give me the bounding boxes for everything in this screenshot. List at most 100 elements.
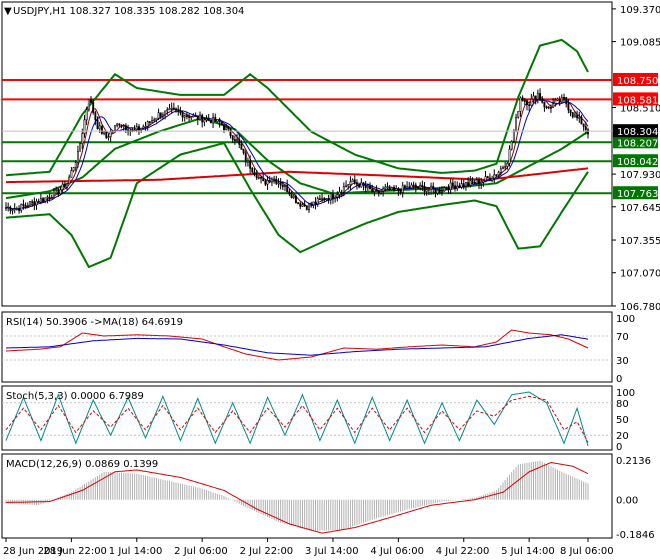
macd-panel-header: MACD(12,26,9) 0.0869 0.1399 [6,459,158,470]
candle-body [90,99,92,103]
candle-body [526,100,528,106]
candle-body [318,198,321,200]
candle-body [294,195,297,204]
candle-body [419,184,422,189]
time-tick-label: 5 Jul 14:00 [501,546,555,557]
time-tick-label: 1 Jul 14:00 [109,546,163,557]
candle-body [377,190,380,194]
candle-body [484,176,487,181]
candle-body [445,187,448,189]
candle-body [471,180,474,183]
candle-body [510,141,513,150]
time-tick-label: 3 Jul 14:00 [305,546,359,557]
candle-body [257,176,260,179]
candle-body [547,106,550,109]
level-label: 108.581 [617,95,658,106]
candle-body [554,99,557,104]
candle-body [249,160,252,169]
main-panel: USDJPY,H1 108.327 108.335 108.282 108.30… [1,1,660,313]
candle-body [207,118,210,121]
candle-body [290,193,293,198]
candle-body [253,171,256,175]
candle-body [353,179,356,184]
candle-body [260,176,262,179]
candle-body [140,127,143,131]
main-panel-caret-icon: ▼ [4,6,12,17]
price-tick-label: 107.930 [620,170,660,181]
candle-body [384,186,387,190]
candle-body [107,136,110,138]
candle-body [395,188,398,191]
candle-body [393,187,395,191]
candle-body [310,203,313,206]
candle-body [345,185,347,188]
candle-body [11,209,14,212]
candle-body [323,198,326,201]
candle-body [179,111,182,114]
candle-body [521,97,524,101]
candle-body [24,205,27,207]
stoch-plot-area [2,391,612,447]
candle-body [539,93,541,100]
candle-body [375,188,378,192]
candle-body [469,180,472,186]
candle-body [196,115,199,120]
candle-body [325,198,328,201]
candle-body [327,198,330,201]
candle-body [273,178,276,181]
candle-body [519,97,522,112]
candle-body [423,186,426,192]
candle-body [552,103,555,108]
candle-body [9,206,12,211]
main-plot-area [2,38,612,269]
candle-body [436,189,439,194]
candle-body [397,188,400,191]
macd-tick-label: 0.2136 [616,456,651,467]
candle-body [63,183,66,188]
candle-body [216,119,219,122]
level-label: 108.750 [617,76,658,87]
candle-body [148,121,151,123]
candle-body [464,182,467,187]
candle-body [369,185,371,190]
candle-body [157,112,160,119]
time-tick-label: 28 Jun 22:00 [43,546,107,557]
candle-body [212,117,215,124]
candle-body [76,150,79,163]
candle-body [408,186,411,189]
candle-body [255,174,258,179]
candle-body [199,114,201,120]
candle-body [175,108,177,111]
price-tick-label: 109.085 [620,38,660,49]
candle-body [386,186,389,189]
stoch-signal-line [5,395,589,443]
candle-body [371,188,374,192]
candle-body [441,190,443,193]
candle-body [172,107,175,110]
candle-body [458,185,461,188]
candle-body [580,116,583,125]
candle-body [79,143,82,152]
candle-body [61,183,64,190]
candle-body [33,201,36,206]
candle-body [421,184,424,187]
candle-body [194,115,197,117]
candle-body [18,208,21,211]
fast-moving-average-line [5,96,589,211]
candle-body [497,172,500,176]
rsi-panel-header: RSI(14) 50.3906 ->MA(18) 64.6919 [6,317,183,328]
candle-body [15,208,18,210]
candle-body [475,179,478,184]
candle-body [334,196,337,200]
candle-body [336,194,339,198]
candle-body [286,184,289,193]
candle-body [578,116,581,119]
price-tick-label: 107.645 [620,203,660,214]
rsi-tick-label: 30 [616,356,629,367]
candle-body [70,170,73,178]
candle-body [151,120,153,123]
price-tick-label: 108.510 [620,104,660,115]
candle-body [159,112,162,117]
